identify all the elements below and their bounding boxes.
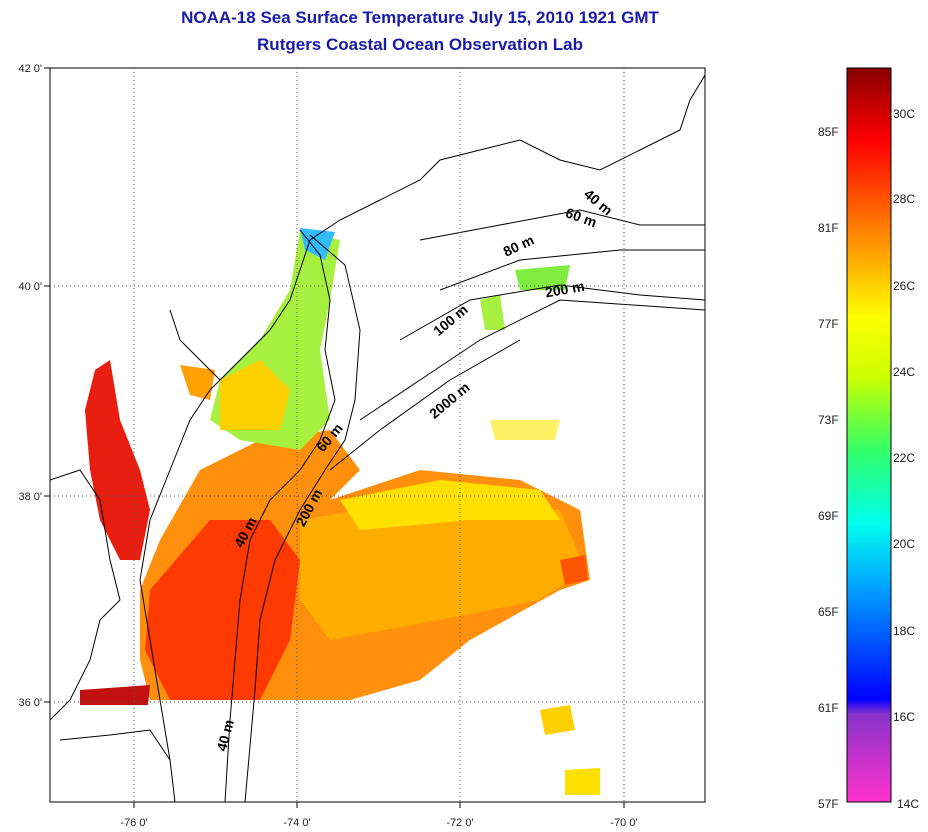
colorbar-c-label: 20C: [893, 537, 915, 551]
colorbar-c-label: 18C: [893, 624, 915, 638]
tick-marks: [44, 67, 625, 808]
colorbar-c-label: 26C: [893, 279, 915, 293]
lon-label: -72 0': [446, 817, 473, 829]
coastline-contours: [50, 74, 705, 802]
colorbar-c-label: 14C: [897, 797, 919, 811]
colorbar-f-label: 61F: [818, 701, 839, 715]
lon-label: -70 0': [610, 817, 637, 829]
map-subtitle: Rutgers Coastal Ocean Observation Lab: [257, 35, 583, 54]
colorbar: [846, 67, 892, 803]
colorbar-c-label: 28C: [893, 192, 915, 206]
map-title: NOAA-18 Sea Surface Temperature July 15,…: [181, 8, 659, 27]
lon-label: -74 0': [283, 817, 310, 829]
colorbar-c-label: 22C: [893, 451, 915, 465]
contour-label: 200 m: [544, 278, 586, 301]
lat-label: 42 0': [18, 63, 42, 75]
colorbar-fahrenheit-labels: 85F 81F 77F 73F 69F 65F 61F 57F: [818, 125, 839, 811]
colorbar-f-label: 57F: [818, 797, 839, 811]
colorbar-celsius-labels: 30C 28C 26C 24C 22C 20C 18C 16C 14C: [893, 107, 919, 811]
lon-label: -76 0': [120, 817, 147, 829]
colorbar-f-label: 81F: [818, 221, 839, 235]
longitude-labels: -76 0' -74 0' -72 0' -70 0': [120, 817, 637, 829]
colorbar-f-label: 85F: [818, 125, 839, 139]
lat-label: 40 0': [18, 281, 42, 293]
colorbar-c-label: 24C: [893, 365, 915, 379]
lat-label: 38 0': [18, 491, 42, 503]
colorbar-c-label: 30C: [893, 107, 915, 121]
lat-label: 36 0': [18, 697, 42, 709]
latitude-labels: 42 0' 40 0' 38 0' 36 0': [18, 63, 42, 709]
colorbar-f-label: 65F: [818, 605, 839, 619]
colorbar-f-label: 73F: [818, 413, 839, 427]
contour-label: 40 m: [213, 718, 237, 753]
colorbar-c-label: 16C: [893, 710, 915, 724]
colorbar-f-label: 69F: [818, 509, 839, 523]
colorbar-f-label: 77F: [818, 317, 839, 331]
